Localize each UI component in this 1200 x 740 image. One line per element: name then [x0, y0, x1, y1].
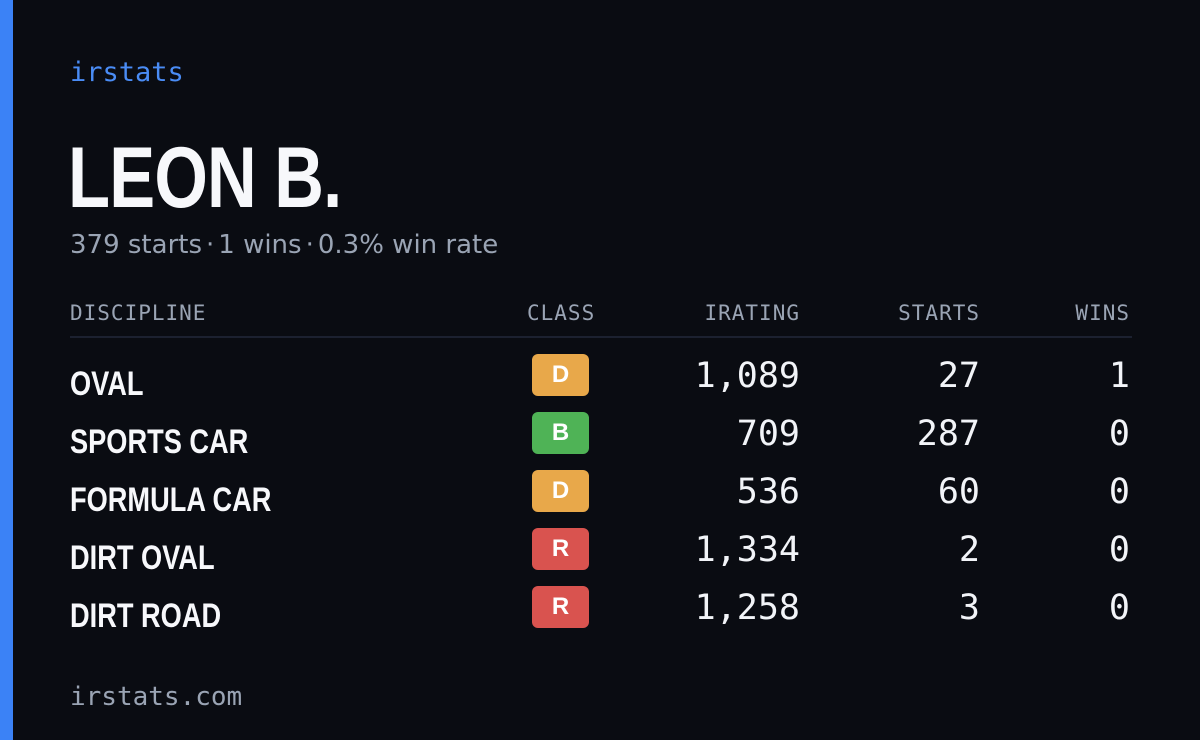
summary-separator: · — [305, 230, 314, 260]
class-badge: D — [532, 470, 589, 512]
table-header: DISCIPLINE CLASS IRATING STARTS WINS — [70, 300, 1132, 338]
driver-summary: 379 starts · 1 wins · 0.3% win rate — [70, 228, 498, 262]
class-badge: R — [532, 586, 589, 628]
discipline-name: FORMULA CAR — [70, 481, 272, 519]
wins-value: 0 — [1108, 472, 1130, 512]
page-title: LEON B. — [68, 130, 342, 226]
starts-value: 27 — [937, 356, 980, 396]
discipline-name: OVAL — [70, 365, 144, 403]
irating-value: 1,258 — [694, 588, 800, 628]
header-starts: STARTS — [898, 301, 980, 325]
starts-value: 287 — [916, 414, 980, 454]
brand-logo-text: irstats — [70, 57, 184, 88]
summary-win-rate: 0.3% win rate — [317, 230, 499, 260]
table-body: OVAL D 1,089 27 1 SPORTS CAR B 709 287 0… — [70, 338, 1132, 644]
starts-value: 60 — [937, 472, 980, 512]
table-row: DIRT OVAL R 1,334 2 0 — [70, 528, 1132, 586]
summary-wins: 1 wins — [218, 230, 302, 260]
header-irating: IRATING — [704, 301, 800, 325]
class-badge: D — [532, 354, 589, 396]
irating-value: 709 — [736, 414, 800, 454]
irating-value: 1,334 — [694, 530, 800, 570]
header-class: CLASS — [527, 301, 596, 325]
footer-url: irstats.com — [70, 682, 243, 712]
irating-value: 1,089 — [694, 356, 800, 396]
starts-value: 2 — [958, 530, 980, 570]
discipline-name: SPORTS CAR — [70, 423, 249, 461]
header-discipline: DISCIPLINE — [70, 301, 207, 325]
discipline-name: DIRT OVAL — [70, 539, 215, 577]
stats-table: DISCIPLINE CLASS IRATING STARTS WINS OVA… — [70, 300, 1132, 644]
wins-value: 0 — [1108, 414, 1130, 454]
table-row: OVAL D 1,089 27 1 — [70, 354, 1132, 412]
summary-starts: 379 starts — [70, 230, 202, 260]
wins-value: 0 — [1108, 588, 1130, 628]
class-badge: B — [532, 412, 589, 454]
class-badge: R — [532, 528, 589, 570]
table-row: FORMULA CAR D 536 60 0 — [70, 470, 1132, 528]
table-row: SPORTS CAR B 709 287 0 — [70, 412, 1132, 470]
wins-value: 1 — [1108, 356, 1130, 396]
summary-separator: · — [206, 230, 215, 260]
header-wins: WINS — [1075, 301, 1130, 325]
wins-value: 0 — [1108, 530, 1130, 570]
irating-value: 536 — [736, 472, 800, 512]
table-row: DIRT ROAD R 1,258 3 0 — [70, 586, 1132, 644]
starts-value: 3 — [958, 588, 980, 628]
accent-bar — [0, 0, 13, 740]
discipline-name: DIRT ROAD — [70, 597, 222, 635]
